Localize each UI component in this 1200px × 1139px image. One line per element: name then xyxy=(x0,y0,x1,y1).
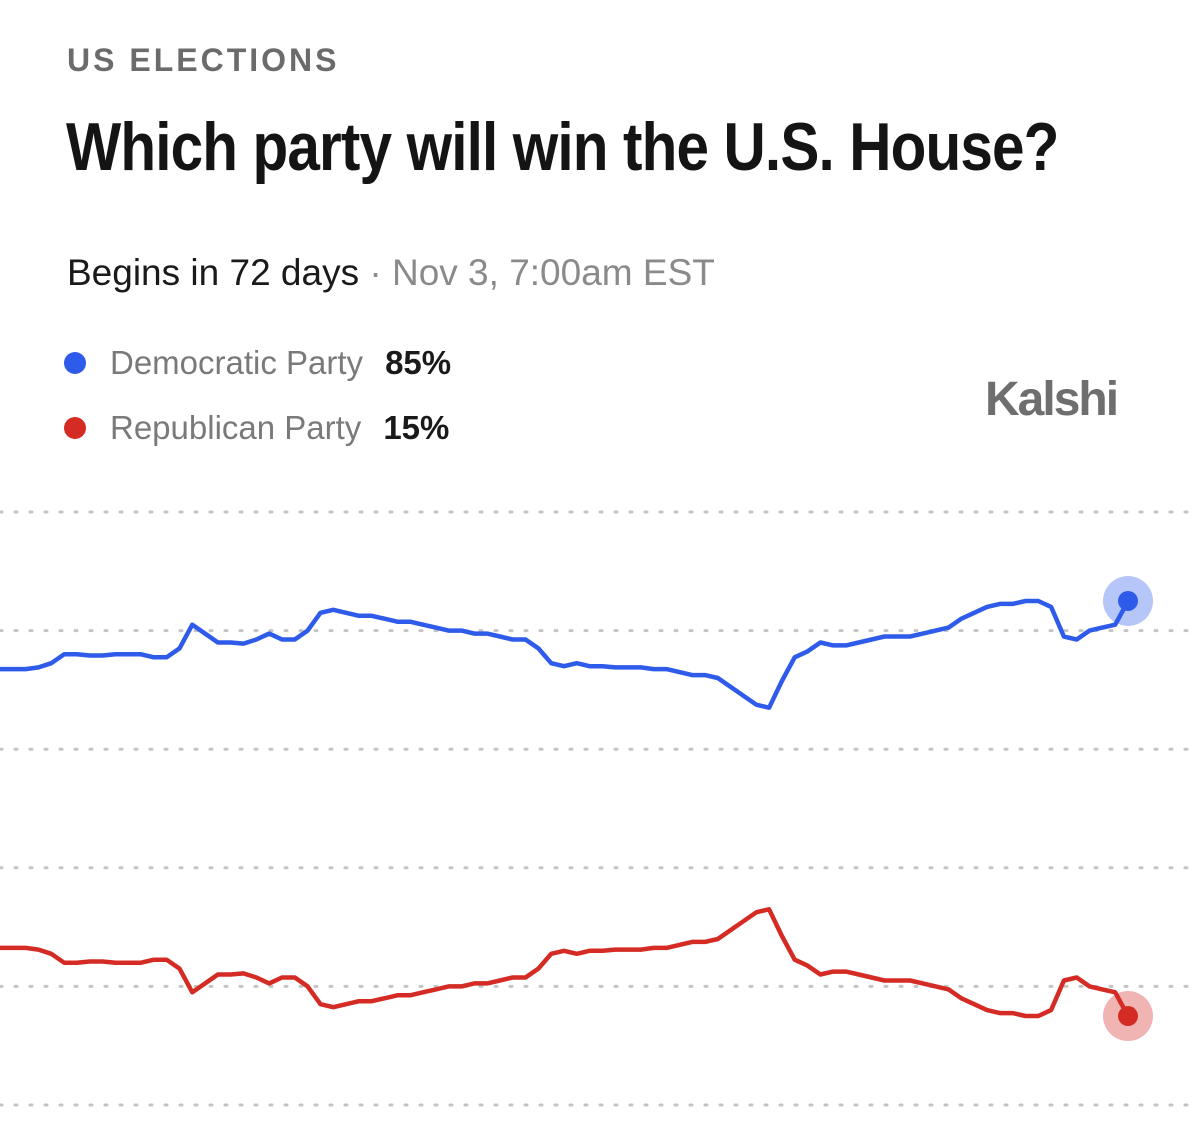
series-line-republican xyxy=(0,907,1131,1019)
republican-dot-icon xyxy=(64,416,86,439)
endpoint-dot-democratic xyxy=(1118,590,1138,611)
begins-text: Begins in 72 days xyxy=(67,252,360,293)
endpoint-dot-republican xyxy=(1118,1006,1138,1027)
kalshi-logo: Kalshi xyxy=(985,373,1119,426)
series-line-democratic xyxy=(0,598,1131,710)
legend-label-democratic: Democratic Party xyxy=(110,343,364,381)
page-title: Which party will win the U.S. House? xyxy=(66,109,1059,185)
category-label: US ELECTIONS xyxy=(67,42,340,78)
separator-dot: · xyxy=(369,252,382,293)
event-timing: Begins in 72 days · Nov 3, 7:00am EST xyxy=(67,252,715,294)
legend-item-democratic: Democratic Party 85% xyxy=(64,330,451,395)
chart-legend: Democratic Party 85% Republican Party 15… xyxy=(64,330,451,460)
probability-line-chart xyxy=(0,510,1200,1107)
legend-item-republican: Republican Party 15% xyxy=(64,395,451,460)
democratic-dot-icon xyxy=(64,351,86,374)
legend-value-republican: 15% xyxy=(383,408,450,446)
legend-label-republican: Republican Party xyxy=(110,408,362,446)
event-date: Nov 3, 7:00am EST xyxy=(391,252,715,293)
legend-value-democratic: 85% xyxy=(385,343,452,381)
